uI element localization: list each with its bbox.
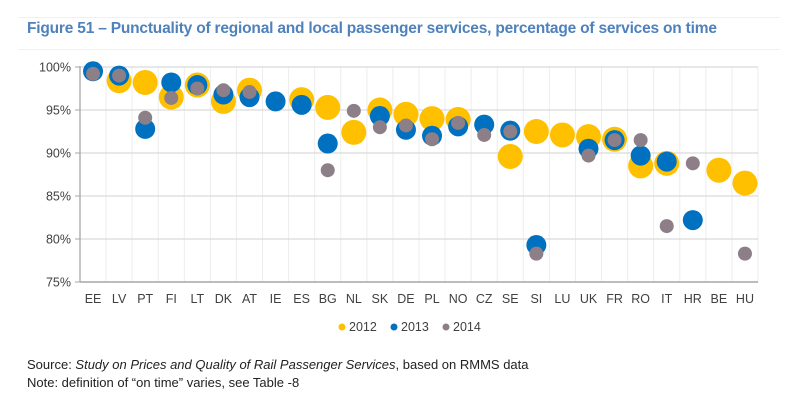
data-point-2013-PT: [135, 118, 156, 139]
source-suffix: , based on RMMS data: [395, 357, 529, 372]
data-point-2012-LU: [549, 122, 575, 148]
data-point-2014-DK: [216, 83, 231, 98]
note-line: Note: definition of “on time” varies, se…: [27, 375, 300, 390]
data-point-2014-FI: [164, 90, 179, 105]
x-tick-label: AT: [242, 292, 257, 306]
chart: 75% 80% 85% 90% 95% 100% EE LV PT FI LT DK AT IE ES BG…: [39, 61, 759, 334]
data-point-2012-DE: [393, 101, 419, 127]
x-tick-label: NO: [449, 292, 468, 306]
data-point-2014-DE: [398, 118, 413, 133]
x-tick-label: LV: [112, 292, 127, 306]
data-point-2014-NL: [346, 103, 361, 118]
axis-layer: 75% 80% 85% 90% 95% 100%: [39, 61, 758, 290]
data-point-2014-IT: [659, 219, 674, 234]
source-title: Study on Prices and Quality of Rail Pass…: [75, 357, 396, 372]
x-tick-label: SE: [502, 292, 519, 306]
data-point-2013-IE: [265, 91, 286, 112]
legend-label-2014: 2014: [453, 320, 481, 334]
data-point-2013-BG: [317, 133, 338, 154]
x-tick-label: DK: [215, 292, 233, 306]
x-tick-label: IE: [270, 292, 282, 306]
legend-label-2013: 2013: [401, 320, 429, 334]
dots-layer: [83, 61, 758, 261]
data-point-2014-FR: [607, 133, 622, 148]
x-tick-label: UK: [580, 292, 598, 306]
data-point-2014-UK: [581, 148, 596, 163]
y-tick-label: 85%: [46, 190, 71, 204]
y-tick-label: 80%: [46, 233, 71, 247]
data-point-2014-LT: [190, 81, 205, 96]
data-point-2013-IT: [656, 151, 677, 172]
x-tick-label: PL: [424, 292, 439, 306]
data-point-2012-PL: [419, 106, 445, 132]
legend-label-2012: 2012: [349, 320, 377, 334]
x-tick-label: SI: [530, 292, 542, 306]
source-prefix: Source:: [27, 357, 76, 372]
data-point-2012-HU: [732, 170, 758, 196]
data-point-2014-PT: [138, 110, 153, 125]
legend: 2012 2013 2014: [338, 320, 481, 334]
title-frame: [18, 17, 780, 50]
data-point-2014-NO: [451, 115, 466, 130]
data-point-2012-SE: [497, 143, 523, 169]
source-line: Source: Study on Prices and Quality of R…: [27, 356, 529, 374]
x-tick-label: SK: [372, 292, 389, 306]
x-tick-label: LT: [191, 292, 205, 306]
x-tick-label: DE: [397, 292, 414, 306]
data-point-2012-SI: [523, 119, 549, 144]
legend-marker-2013: [390, 323, 398, 331]
data-point-2013-FI: [161, 72, 182, 93]
x-tick-label: BE: [711, 292, 728, 306]
x-tick-label: RO: [631, 292, 650, 306]
x-tick-label: PT: [137, 292, 153, 306]
data-point-2013-RO: [630, 145, 651, 166]
y-tick-label: 100%: [39, 61, 71, 75]
data-point-2014-CZ: [477, 127, 492, 142]
data-point-2014-PL: [425, 132, 440, 147]
data-point-2014-SI: [529, 246, 544, 261]
data-point-2012-BG: [315, 94, 341, 120]
data-point-2014-SK: [372, 120, 387, 135]
figure-notes: Source: Study on Prices and Quality of R…: [27, 356, 529, 392]
x-tick-label: CZ: [476, 292, 493, 306]
figure-title: Figure 51 – Punctuality of regional and …: [27, 20, 717, 37]
data-point-2014-SE: [503, 124, 518, 139]
data-point-2012-PT: [132, 69, 158, 95]
x-tick-label: HU: [736, 292, 754, 306]
x-tick-label: IT: [661, 292, 672, 306]
legend-marker-2014: [442, 323, 450, 331]
y-tick-label: 90%: [46, 147, 71, 161]
data-point-2012-NL: [341, 119, 367, 145]
legend-marker-2012: [338, 323, 346, 331]
x-tick-label: BG: [319, 292, 337, 306]
x-tick-label: NL: [346, 292, 362, 306]
data-point-2013-ES: [291, 94, 312, 115]
x-tick-label: ES: [293, 292, 310, 306]
x-tick-label: HR: [684, 292, 702, 306]
grid-layer: [80, 66, 759, 282]
y-tick-label: 95%: [46, 104, 71, 118]
x-tick-label: EE: [85, 292, 102, 306]
x-tick-labels: EE LV PT FI LT DK AT IE ES BG NL SK DE PL NO CZ SE SI LU UK…: [85, 292, 754, 306]
data-point-2014-HR: [685, 156, 700, 171]
data-point-2014-HU: [737, 246, 752, 261]
x-tick-label: LU: [554, 292, 570, 306]
y-tick-label: 75%: [46, 276, 71, 290]
data-point-2013-CZ: [474, 114, 495, 135]
data-point-2012-BE: [706, 157, 732, 183]
data-point-2014-LV: [112, 68, 127, 83]
data-point-2013-SK: [369, 106, 390, 127]
x-tick-label: FI: [166, 292, 177, 306]
data-point-2014-BG: [320, 163, 335, 178]
x-tick-label: FR: [606, 292, 623, 306]
data-point-2014-RO: [633, 133, 648, 148]
data-point-2014-EE: [86, 66, 101, 81]
data-point-2013-HR: [682, 210, 703, 231]
data-point-2014-AT: [242, 84, 257, 99]
